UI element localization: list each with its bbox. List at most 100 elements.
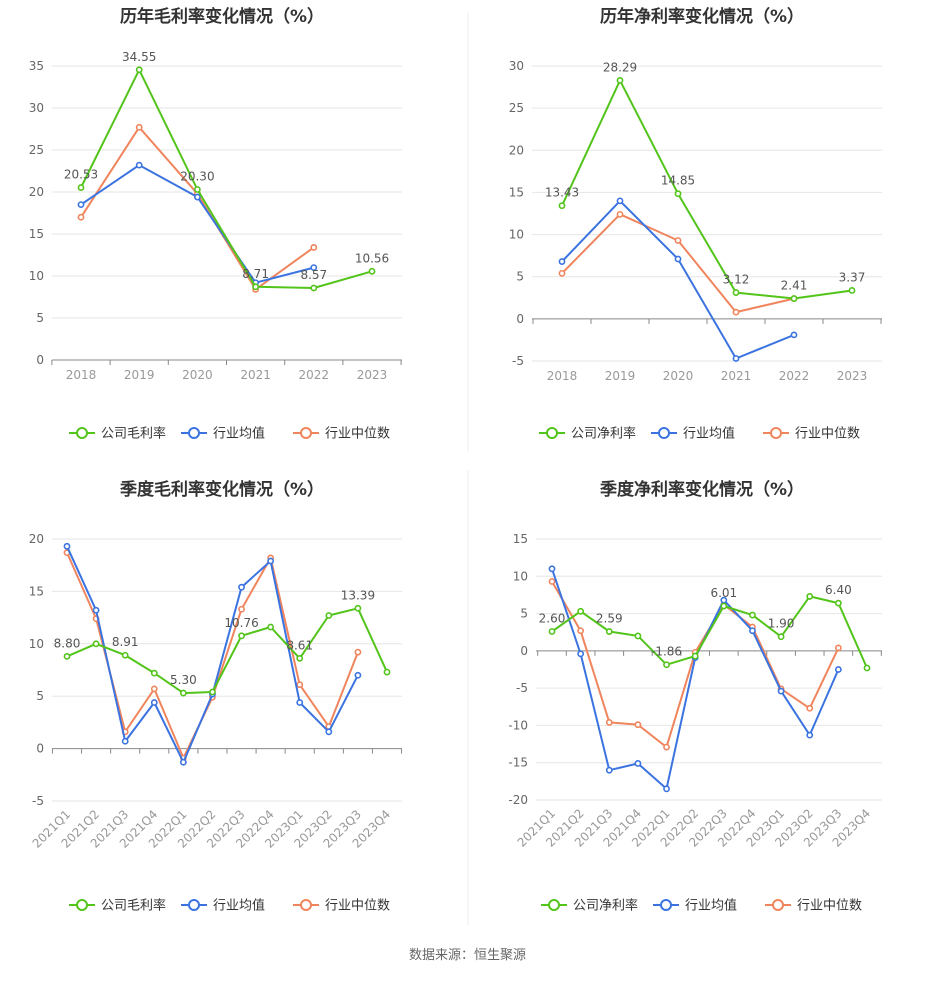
y-tick-label: 25 xyxy=(509,101,524,115)
x-tick-label: 2018 xyxy=(66,368,97,382)
data-point-0 xyxy=(368,267,376,275)
data-point-0 xyxy=(834,599,842,607)
data-label: 10.56 xyxy=(355,251,389,265)
data-label: 13.39 xyxy=(341,588,375,602)
chart-title: 历年毛利率变化情况（%） xyxy=(120,6,324,27)
series-line-0 xyxy=(561,79,853,300)
data-point-2 xyxy=(674,237,682,244)
x-tick-label: 2023 xyxy=(357,368,388,382)
data-source-note: 数据来源：恒生聚源 xyxy=(408,948,526,963)
data-point-2 xyxy=(577,627,585,635)
legend-label: 公司净利率 xyxy=(573,898,638,914)
data-point-2 xyxy=(732,308,740,316)
data-point-0 xyxy=(238,632,245,640)
y-tick-label: 5 xyxy=(516,270,524,284)
legend-label: 行业中位数 xyxy=(797,899,862,914)
data-point-1 xyxy=(310,264,318,271)
y-tick-label: 15 xyxy=(29,227,44,241)
data-point-0 xyxy=(691,652,699,660)
y-tick-label: -5 xyxy=(516,681,528,695)
y-tick-label: 5 xyxy=(36,689,44,703)
series-line-0 xyxy=(80,68,373,289)
data-point-0 xyxy=(296,654,304,662)
data-label: 2.41 xyxy=(781,279,808,293)
y-tick-label: 30 xyxy=(29,101,44,115)
data-point-0 xyxy=(720,602,728,610)
data-point-0 xyxy=(150,669,158,677)
data-label: 8.80 xyxy=(54,636,81,650)
y-tick-label: 0 xyxy=(520,644,528,658)
data-point-2 xyxy=(663,743,670,751)
x-tick-label: 2019 xyxy=(605,369,636,383)
data-point-1 xyxy=(663,785,670,793)
data-point-1 xyxy=(790,331,798,339)
data-label: 5.30 xyxy=(170,673,197,687)
y-tick-label: 15 xyxy=(29,584,44,598)
x-tick-label: 2019 xyxy=(124,368,155,382)
data-point-0 xyxy=(674,190,682,198)
data-point-1 xyxy=(806,731,814,739)
data-label: 3.37 xyxy=(839,270,866,284)
data-label: 6.01 xyxy=(710,586,737,600)
data-point-2 xyxy=(806,704,814,712)
data-point-0 xyxy=(63,652,71,660)
data-point-1 xyxy=(150,699,158,706)
legend-label: 行业均值 xyxy=(213,426,265,442)
legend-label: 行业中位数 xyxy=(325,427,390,442)
data-point-2 xyxy=(310,244,318,251)
data-point-0 xyxy=(325,612,333,619)
y-tick-label: 10 xyxy=(513,569,528,583)
y-tick-label: -15 xyxy=(508,756,528,770)
data-point-2 xyxy=(238,605,245,613)
data-point-1 xyxy=(77,201,85,208)
x-tick-label: 2020 xyxy=(182,368,213,382)
data-point-2 xyxy=(77,213,85,221)
data-point-1 xyxy=(354,671,362,679)
data-point-0 xyxy=(806,593,814,600)
series-line-1 xyxy=(66,545,359,764)
legend-marker xyxy=(660,899,672,911)
chart-title: 历年净利率变化情况（%） xyxy=(600,6,804,27)
legend-marker xyxy=(548,899,560,911)
y-tick-label: 5 xyxy=(36,311,44,325)
y-tick-label: 20 xyxy=(29,532,44,546)
legend-label: 公司毛利率 xyxy=(101,426,166,442)
data-point-2 xyxy=(558,269,566,277)
y-tick-label: 25 xyxy=(29,143,44,157)
series-line-2 xyxy=(561,213,795,314)
data-point-0 xyxy=(663,661,670,669)
legend-marker xyxy=(300,899,312,911)
data-point-0 xyxy=(383,668,391,676)
data-label: 8.71 xyxy=(242,267,269,281)
x-tick-label: 2021 xyxy=(240,368,271,382)
legend-marker xyxy=(76,899,88,911)
y-tick-label: 30 xyxy=(509,59,524,73)
data-point-0 xyxy=(267,623,275,631)
data-point-0 xyxy=(749,611,756,619)
data-point-1 xyxy=(121,737,129,745)
data-point-0 xyxy=(548,628,556,635)
x-tick-label: 2021 xyxy=(721,369,752,383)
y-tick-label: -10 xyxy=(508,718,528,732)
data-point-0 xyxy=(732,289,740,296)
x-tick-label: 2023 xyxy=(837,369,868,383)
data-point-0 xyxy=(863,664,871,672)
data-label: 8.91 xyxy=(112,635,139,649)
data-label: 14.85 xyxy=(661,174,695,188)
data-label: -1.86 xyxy=(651,645,682,659)
legend-label: 行业中位数 xyxy=(795,427,860,442)
x-tick-label: 2018 xyxy=(547,369,578,383)
data-label: 8.57 xyxy=(300,268,327,282)
series-line-2 xyxy=(551,580,840,749)
x-tick-label: 2022 xyxy=(779,369,810,383)
data-point-0 xyxy=(135,66,143,74)
y-tick-label: 15 xyxy=(509,185,524,199)
chart-title: 季度净利率变化情况（%） xyxy=(600,479,804,500)
legend-marker xyxy=(188,899,200,911)
legend-label: 公司毛利率 xyxy=(101,898,166,914)
data-point-1 xyxy=(616,197,624,205)
data-point-2 xyxy=(296,681,304,689)
data-point-0 xyxy=(92,640,100,648)
y-tick-label: 10 xyxy=(509,228,524,242)
legend-marker xyxy=(658,427,670,439)
